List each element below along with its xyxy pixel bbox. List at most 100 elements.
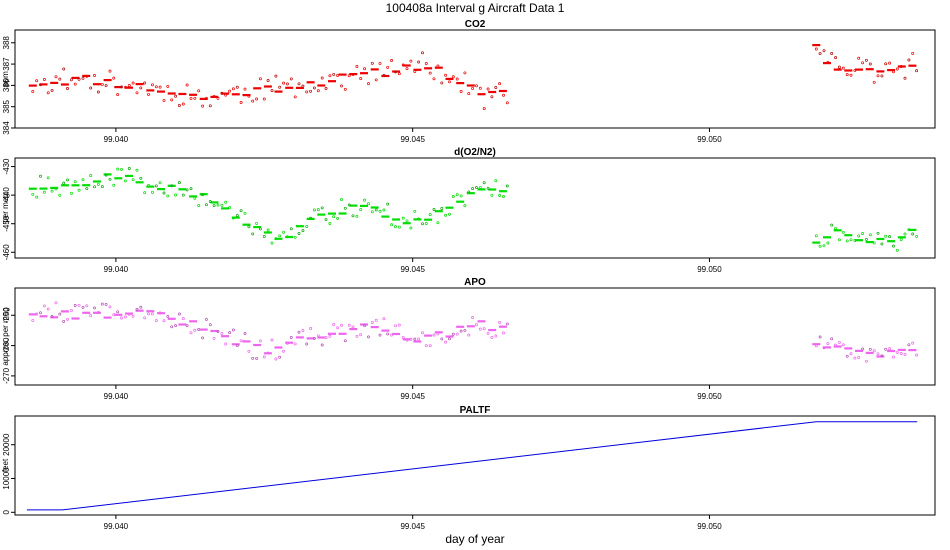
data-point <box>332 73 336 76</box>
data-point <box>861 61 865 65</box>
x-tick-label: 99.045 <box>400 522 425 531</box>
data-point <box>818 244 822 248</box>
data-point <box>232 328 235 332</box>
data-point <box>478 185 482 189</box>
data-point <box>892 70 895 74</box>
data-point <box>390 333 394 337</box>
plot-frame <box>14 415 936 516</box>
data-point <box>841 343 845 347</box>
data-point <box>324 336 328 340</box>
data-point <box>89 86 92 90</box>
data-point <box>459 194 463 198</box>
data-point <box>154 184 158 188</box>
data-point <box>35 79 39 83</box>
data-point <box>378 61 382 65</box>
data-point <box>363 324 366 327</box>
data-point <box>262 97 266 101</box>
data-point <box>467 333 471 337</box>
y-tick-label: -270 <box>2 367 11 384</box>
data-point <box>413 70 417 73</box>
data-point <box>386 332 390 336</box>
data-point <box>258 77 262 81</box>
data-point <box>837 238 841 242</box>
y-tick-label: -250 <box>2 307 11 324</box>
data-point <box>421 222 424 226</box>
data-point <box>895 248 899 252</box>
data-point <box>147 92 150 96</box>
data-point <box>834 226 838 230</box>
data-point <box>397 72 401 76</box>
data-point <box>174 94 177 98</box>
data-point <box>208 200 212 203</box>
data-point <box>54 75 58 79</box>
data-point <box>343 206 347 210</box>
data-point <box>505 322 509 326</box>
data-point <box>868 233 872 237</box>
data-point <box>285 235 289 239</box>
data-point <box>243 87 247 91</box>
data-point <box>837 340 841 344</box>
data-point <box>417 60 420 64</box>
data-point <box>455 332 459 336</box>
y-tick-label: -430 <box>2 158 11 175</box>
x-tick-label: 99.050 <box>697 522 722 531</box>
data-point <box>872 349 876 353</box>
data-point <box>849 73 853 77</box>
data-point <box>31 318 35 322</box>
data-point <box>340 323 343 327</box>
data-point <box>471 187 474 190</box>
data-point <box>31 90 35 93</box>
data-point <box>421 331 424 335</box>
data-point <box>390 59 394 62</box>
data-point <box>424 62 428 65</box>
data-point <box>127 167 131 170</box>
data-point <box>131 81 135 85</box>
data-point <box>166 194 170 198</box>
data-point <box>455 77 459 81</box>
data-point <box>869 62 872 66</box>
data-point <box>212 204 216 207</box>
data-point <box>814 344 818 348</box>
data-point <box>193 328 197 332</box>
data-point <box>212 94 216 98</box>
data-point <box>274 357 278 361</box>
data-point <box>278 85 282 89</box>
data-point <box>471 316 475 319</box>
data-point <box>104 84 108 87</box>
data-point <box>865 238 868 241</box>
data-point <box>69 191 73 195</box>
data-point <box>278 234 282 238</box>
data-point <box>35 312 39 316</box>
data-point <box>911 341 915 345</box>
data-point <box>826 241 830 245</box>
data-point <box>324 87 328 90</box>
data-point <box>320 343 324 347</box>
data-point <box>432 77 436 81</box>
data-point <box>822 49 826 53</box>
data-point <box>378 209 382 213</box>
data-point <box>293 342 297 346</box>
data-point <box>293 235 297 239</box>
data-point <box>297 330 301 334</box>
data-point <box>143 191 147 195</box>
data-point <box>50 315 54 318</box>
data-point <box>293 95 297 99</box>
data-point <box>120 85 123 89</box>
plot-frame <box>14 29 936 129</box>
data-point <box>907 343 911 347</box>
data-point <box>139 305 143 309</box>
data-point <box>351 214 355 218</box>
data-point <box>181 102 185 106</box>
data-point <box>170 325 173 329</box>
data-point <box>189 331 193 335</box>
data-point <box>313 86 316 90</box>
data-point <box>336 216 340 220</box>
data-point <box>448 80 451 84</box>
y-tick-label: 20000 <box>2 433 11 456</box>
data-point <box>853 68 857 72</box>
data-point <box>93 306 96 310</box>
data-point <box>162 191 166 195</box>
data-point <box>359 208 363 212</box>
